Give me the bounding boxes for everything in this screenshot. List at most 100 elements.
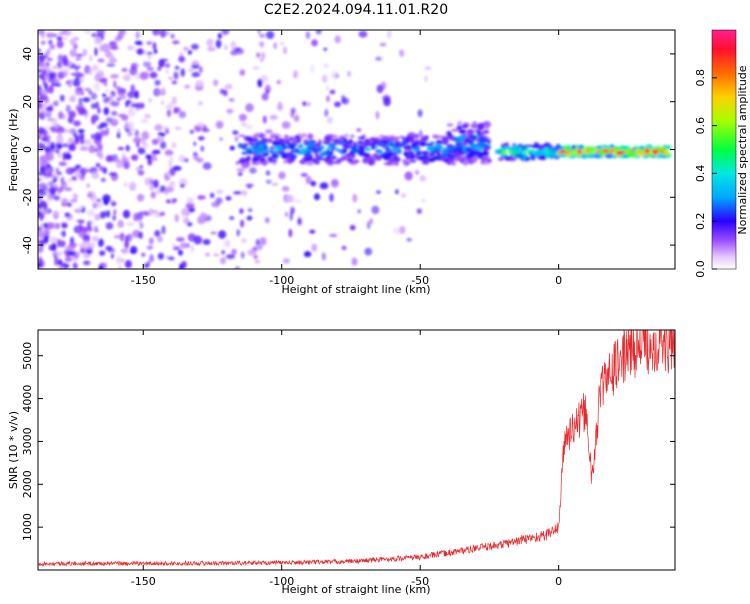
colorbar-tick-label: 0.0 [694,260,707,278]
spectrogram-band-blob [531,149,536,155]
spectrogram-band-blob [455,142,461,147]
spectrogram-band-blob [652,149,658,155]
spectrogram-noise-blob [347,70,352,77]
spectrogram-noise-blob [96,30,106,37]
spectrogram-noise-blob [51,242,57,252]
spectrogram-band-blob [262,160,268,166]
spectrogram-noise-blob [42,133,48,142]
spectrogram-band-blob [620,147,627,151]
spectrogram-noise-blob [130,84,135,93]
spectrogram-noise-blob [38,68,42,73]
spectrogram-band-blob [317,139,322,145]
spectrogram-band-blob [251,162,260,166]
spectrogram-noise-blob [38,54,46,62]
spectrogram-noise-blob [148,207,154,217]
spectrogram-noise-blob [119,95,127,100]
spectrogram-band-blob [595,145,602,150]
colorbar-label: Normalized spectral amplitude [736,65,749,234]
spectrogram-noise-blob [189,129,195,134]
spectrogram-noise-blob [329,89,336,95]
spectrogram-band-blob [382,142,389,146]
spectrogram-y-tick-label: -20 [21,188,34,206]
spectrogram-panel: -150 -100 -50 0 -40 -20 0 20 40 Height of strai… [7,29,676,296]
spectrogram-noise-blob [67,202,72,207]
spectrogram-band-blob [458,135,465,142]
spectrogram-band-blob [379,153,387,158]
spectrogram-noise-blob [383,97,391,107]
spectrogram-noise-blob [249,167,257,174]
spectrogram-noise-blob [96,198,101,202]
snr-x-tick-label: -100 [269,575,294,588]
spectrogram-noise-blob [120,248,129,254]
spectrogram-band-blob [303,151,312,157]
spectrogram-noise-blob [124,260,132,269]
spectrogram-noise-blob [159,185,167,193]
spectrogram-band-blob [631,153,636,159]
spectrogram-noise-blob [90,103,97,109]
snr-marks [38,330,675,567]
spectrogram-noise-blob [252,66,261,70]
spectrogram-band-blob [307,142,315,147]
spectrogram-noise-blob [257,78,263,88]
spectrogram-noise-blob [315,30,322,35]
spectrogram-noise-blob [134,129,139,138]
spectrogram-band-blob [344,153,351,157]
spectrogram-noise-blob [90,133,95,140]
spectrogram-noise-blob [293,199,302,203]
spectrogram-noise-blob [152,30,160,36]
spectrogram-noise-blob [416,208,422,214]
spectrogram-band-blob [394,161,399,166]
spectrogram-noise-blob [290,111,294,118]
spectrogram-noise-blob [86,183,90,188]
spectrogram-noise-blob [180,68,185,77]
spectrogram-band-blob [257,140,263,146]
spectrogram-noise-blob [183,217,190,225]
spectrogram-noise-blob [112,214,117,221]
spectrogram-y-tick-label: -40 [21,236,34,254]
spectrogram-noise-blob [69,143,74,150]
spectrogram-noise-blob [173,107,179,114]
spectrogram-band-blob [622,154,627,159]
spectrogram-noise-blob [79,248,86,254]
spectrogram-noise-blob [324,109,329,117]
spectrogram-noise-blob [406,238,412,242]
spectrogram-noise-blob [399,49,405,57]
spectrogram-noise-blob [146,66,154,71]
spectrogram-band-blob [539,154,546,160]
spectrogram-band-blob [606,146,611,150]
spectrogram-noise-blob [135,32,141,38]
spectrogram-noise-blob [148,237,154,245]
spectrogram-band-blob [393,149,401,153]
spectrogram-noise-blob [91,64,99,72]
spectrogram-noise-blob [193,235,203,245]
spectrogram-noise-blob [154,124,163,132]
spectrogram-noise-blob [404,171,413,181]
spectrogram-noise-blob [50,141,55,150]
spectrogram-noise-blob [174,66,180,70]
spectrogram-noise-blob [419,175,426,182]
spectrogram-band-blob [309,140,317,143]
spectrogram-noise-blob [157,66,162,71]
spectrogram-noise-blob [116,128,121,136]
spectrogram-noise-blob [296,214,301,218]
spectrogram-band-blob [615,150,624,156]
spectrogram-band-blob [375,157,381,161]
spectrogram-y-ticks: -40 -20 0 20 40 [21,47,675,254]
spectrogram-band-blob [442,147,447,153]
spectrogram-noise-blob [164,149,174,156]
spectrogram-noise-blob [68,128,76,134]
spectrogram-noise-blob [84,88,91,91]
spectrogram-band-blob [608,151,614,155]
spectrogram-noise-blob [101,43,111,53]
spectrogram-band-blob [275,138,281,142]
spectrogram-noise-blob [78,73,85,77]
spectrogram-noise-blob [371,205,380,215]
spectrogram-noise-blob [51,78,60,84]
spectrogram-noise-blob [172,165,182,171]
spectrogram-band-blob [330,155,337,160]
spectrogram-band-blob [272,161,277,166]
spectrogram-noise-blob [285,194,294,203]
spectrogram-noise-blob [161,225,166,235]
spectrogram-noise-blob [326,116,334,124]
spectrogram-noise-blob [97,107,101,114]
